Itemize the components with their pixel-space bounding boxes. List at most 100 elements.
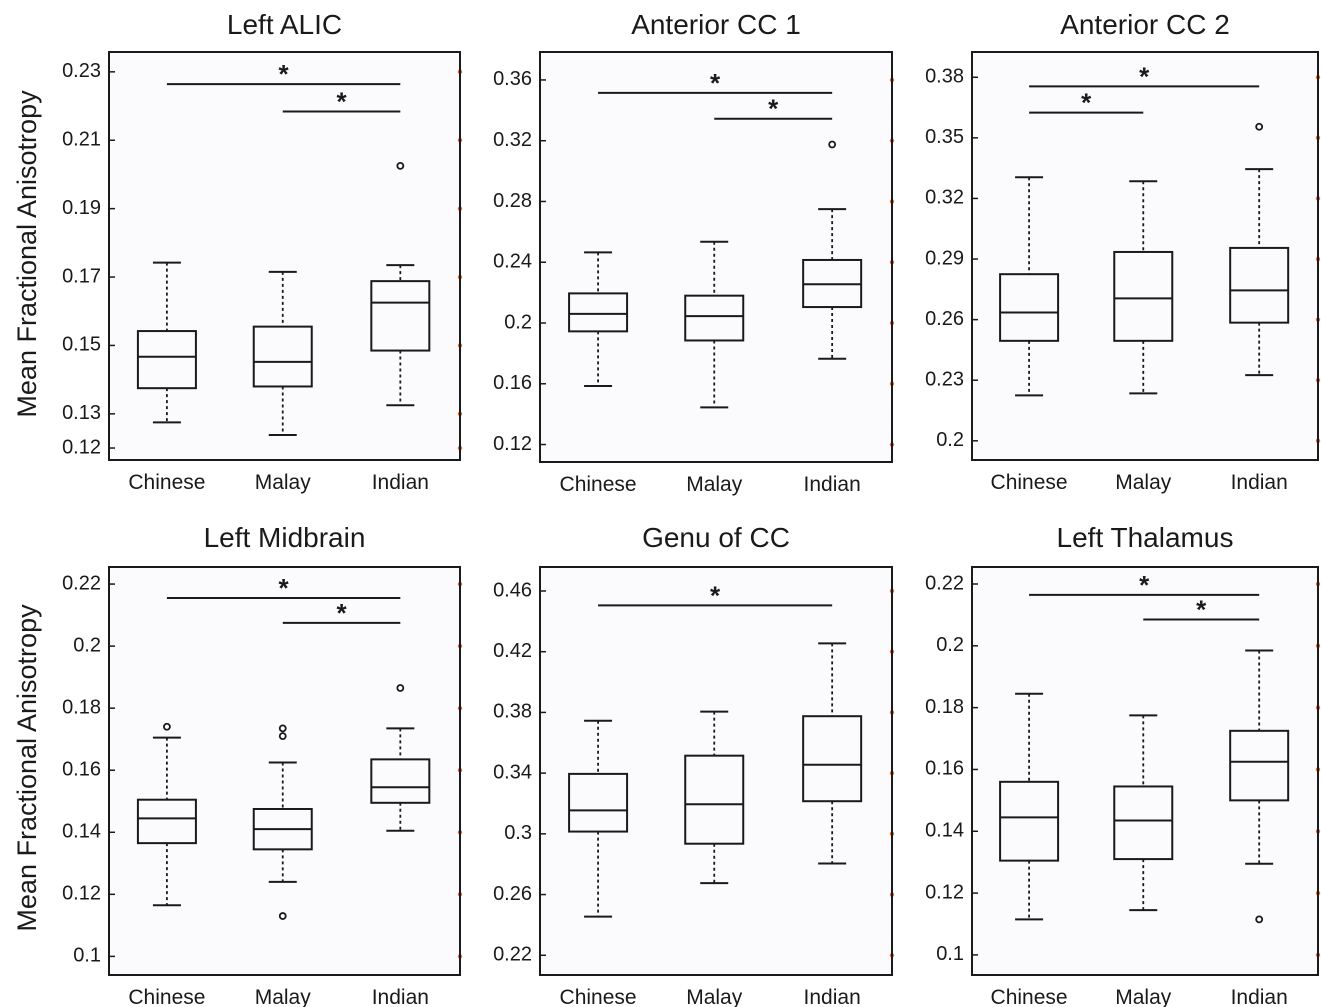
plot-area: [540, 567, 892, 975]
panel-title: Left Thalamus: [1057, 522, 1234, 553]
box-plot-indian: [802, 642, 863, 865]
box-plot-chinese: [568, 251, 629, 388]
plot-area: [972, 52, 1318, 460]
y-tick-label: 0.34: [493, 761, 532, 783]
y-tick-label: 0.12: [925, 881, 964, 903]
y-tick-label: 0.42: [493, 640, 532, 662]
outlier-point: [1255, 122, 1264, 131]
y-tick-label: 0.24: [493, 251, 532, 273]
y-tick-label: 0.15: [62, 334, 101, 356]
panel: Left Midbrain 0.1 0.12 0.14 0.16 0.18 0.2 0.22 C…: [62, 522, 463, 1007]
significance-star: *: [768, 94, 779, 124]
y-tick-label: 0.3: [504, 822, 532, 844]
y-tick-label: 0.16: [62, 759, 101, 781]
plot-frame: [971, 51, 1319, 461]
y-tick-label: 0.2: [504, 311, 532, 333]
significance-star: *: [1196, 595, 1207, 625]
y-tick-label: 0.1: [73, 945, 101, 967]
box-plot-malay: [1113, 714, 1174, 912]
box-plot-malay: [252, 724, 313, 920]
iqr-box: [568, 292, 629, 333]
iqr-box: [684, 294, 745, 342]
y-tick-label: 0.2: [936, 429, 964, 451]
plot-frame: [971, 566, 1319, 976]
y-tick-label: 0.36: [493, 68, 532, 90]
x-tick-label: Indian: [1231, 986, 1288, 1007]
y-tick-label: 0.16: [925, 758, 964, 780]
plot-frame: [108, 566, 461, 976]
significance-star: *: [710, 68, 721, 98]
y-tick-label: 0.26: [493, 883, 532, 905]
iqr-box: [802, 715, 863, 803]
y-tick-label: 0.38: [925, 66, 964, 88]
box-plot-indian: [370, 161, 431, 407]
plot-frame: [539, 566, 893, 976]
y-tick-label: 0.16: [493, 372, 532, 394]
x-tick-label: Malay: [255, 986, 312, 1007]
iqr-box: [136, 330, 197, 390]
iqr-box: [684, 754, 745, 845]
iqr-box: [1113, 785, 1174, 861]
box-plot-indian: [1229, 649, 1290, 924]
box-plot-indian: [370, 684, 431, 832]
y-tick-label: 0.12: [62, 436, 101, 458]
x-tick-label: Indian: [804, 473, 861, 496]
y-tick-label: 0.28: [493, 190, 532, 212]
y-tick-label: 0.12: [493, 433, 532, 455]
plot-frame: [108, 51, 461, 461]
panel-title: Left Midbrain: [204, 522, 366, 553]
y-axis-label-bottom: Mean Fractional Anisotropy: [12, 604, 42, 932]
y-tick-label: 0.22: [493, 944, 532, 966]
outlier-point: [396, 684, 405, 692]
iqr-box: [370, 758, 431, 804]
y-tick-label: 0.14: [62, 821, 101, 843]
y-tick-label: 0.38: [493, 701, 532, 723]
y-tick-label: 0.22: [62, 572, 101, 594]
x-tick-label: Malay: [255, 471, 312, 494]
box-plot-chinese: [136, 722, 197, 907]
iqr-box: [1229, 729, 1290, 802]
x-tick-label: Indian: [372, 986, 429, 1007]
y-tick-label: 0.29: [925, 247, 964, 269]
panel: Left Thalamus 0.1 0.12 0.14 0.16 0.18 0.2 0.22 C…: [925, 522, 1321, 1007]
y-tick-label: 0.22: [925, 572, 964, 594]
significance-star: *: [1139, 61, 1150, 91]
panel-title: Left ALIC: [227, 9, 342, 40]
iqr-box: [1113, 250, 1174, 342]
significance-star: *: [279, 573, 290, 603]
box-plot-chinese: [999, 176, 1060, 397]
y-tick-label: 0.18: [925, 696, 964, 718]
panel-title: Anterior CC 2: [1060, 9, 1230, 40]
outlier-point: [396, 161, 405, 170]
plot-area: [109, 567, 460, 975]
y-tick-label: 0.23: [62, 60, 101, 82]
plot-area: [972, 567, 1318, 975]
significance-star: *: [279, 59, 290, 89]
plot-frame: [539, 51, 893, 463]
iqr-box: [136, 798, 197, 845]
box-plot-malay: [684, 710, 745, 885]
y-axis-label-top: Mean Fractional Anisotropy: [12, 90, 42, 418]
panel-title: Anterior CC 1: [631, 9, 801, 40]
box-plot-malay: [684, 240, 745, 409]
y-tick-label: 0.14: [925, 820, 964, 842]
box-plot-malay: [252, 270, 313, 437]
y-tick-label: 0.23: [925, 368, 964, 390]
box-plot-malay: [1113, 180, 1174, 395]
outlier-point: [828, 140, 837, 149]
outlier-point: [1255, 915, 1264, 924]
iqr-box: [1229, 246, 1290, 324]
y-tick-label: 0.21: [62, 129, 101, 151]
y-tick-label: 0.17: [62, 265, 101, 287]
y-tick-label: 0.26: [925, 308, 964, 330]
x-tick-label: Indian: [1231, 471, 1288, 494]
significance-star: *: [1139, 570, 1150, 600]
x-tick-label: Chinese: [560, 473, 637, 496]
box-plot-indian: [1229, 122, 1290, 377]
iqr-box: [999, 273, 1060, 342]
box-plot-chinese: [136, 261, 197, 424]
significance-star: *: [336, 598, 347, 628]
plot-area: [109, 52, 460, 460]
y-tick-label: 0.32: [925, 187, 964, 209]
